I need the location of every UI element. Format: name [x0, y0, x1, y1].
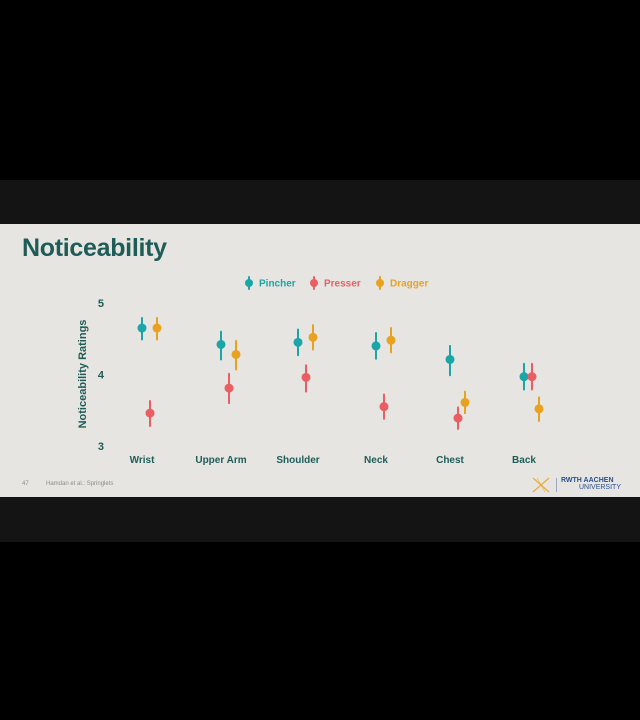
data-point: [379, 402, 389, 412]
x-tick-label: Shoulder: [276, 455, 319, 466]
legend-marker: [310, 279, 318, 287]
slide-page-number: 47: [22, 481, 29, 487]
x-tick-label: Chest: [436, 455, 464, 466]
data-point: [308, 332, 318, 342]
y-tick-label: 5: [98, 298, 104, 310]
data-point: [301, 372, 311, 382]
data-point: [137, 323, 147, 333]
data-point: [231, 349, 241, 359]
screen-band-top: [0, 180, 640, 224]
legend-marker: [376, 279, 384, 287]
x-tick-label: Neck: [364, 455, 388, 466]
data-point: [453, 413, 463, 423]
data-point: [293, 337, 303, 347]
chart-legend: Pincher Presser Dragger: [245, 276, 428, 290]
data-point: [460, 397, 470, 407]
data-point: [216, 339, 226, 349]
y-axis-ticks: 3 4 5: [98, 298, 105, 453]
legend-label: Pincher: [259, 279, 296, 290]
x-tick-label: Upper Arm: [195, 455, 246, 466]
logo-line2: UNIVERSITY: [578, 484, 621, 491]
x-mark-icon: [532, 477, 550, 493]
legend-label: Dragger: [390, 279, 428, 290]
data-point: [386, 335, 396, 345]
screen-band-bottom: [0, 497, 640, 542]
presentation-slide: Noticeability Pincher Presser Dragger Noti…: [0, 224, 640, 497]
noticeability-chart: Pincher Presser Dragger Noticeability Rati…: [77, 276, 544, 466]
logo-divider: [556, 478, 557, 492]
x-tick-label: Back: [512, 455, 536, 466]
x-axis-ticks: Wrist Upper Arm Shoulder Neck Chest Back: [130, 455, 537, 466]
data-point: [445, 354, 455, 364]
slide-citation: Hamdan et al.: Springlets: [46, 481, 114, 487]
legend-marker: [245, 279, 253, 287]
data-point: [527, 372, 537, 382]
legend-label: Presser: [324, 279, 361, 290]
y-tick-label: 3: [98, 441, 104, 453]
data-point: [145, 408, 155, 418]
chart-marks: [137, 317, 544, 430]
university-logo: RWTH AACHEN UNIVERSITY: [561, 477, 631, 491]
data-point: [152, 323, 162, 333]
data-point: [519, 372, 529, 382]
y-tick-label: 4: [98, 370, 105, 382]
slide-title: Noticeability: [22, 234, 167, 262]
x-tick-label: Wrist: [130, 455, 155, 466]
data-point: [224, 383, 234, 393]
logo-line1: RWTH AACHEN: [561, 477, 614, 484]
data-point: [534, 404, 544, 414]
y-axis-label: Noticeability Ratings: [77, 320, 89, 429]
data-point: [371, 341, 381, 351]
